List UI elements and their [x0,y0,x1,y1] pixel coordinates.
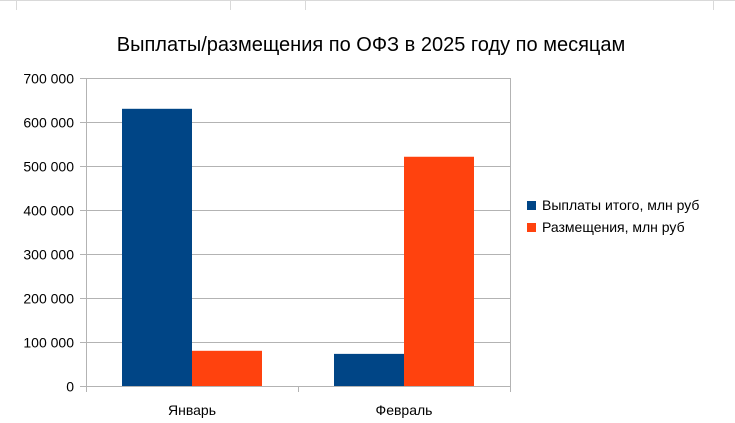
y-tick-labels: 0 100 000 200 000 300 000 400 000 500 000 600 … [23,71,74,395]
x-tick-label: Февраль [376,402,433,418]
sheet-gridline [16,0,17,10]
y-tick-label: 200 000 [23,291,74,307]
bar-payments-2 [334,353,404,386]
legend-swatch [527,222,536,232]
x-tick-label: Январь [168,402,216,418]
y-tick-label: 700 000 [23,71,74,87]
bars [122,108,474,387]
legend: Выплаты итого, млн руб Размещения, млн ру… [527,194,699,238]
y-tick-label: 600 000 [23,115,74,131]
sheet-gridline [230,0,231,10]
y-tick-label: 400 000 [23,203,74,219]
y-tick-label: 0 [66,379,74,395]
legend-label: Выплаты итого, млн руб [542,197,700,213]
legend-label: Размещения, млн руб [542,219,685,235]
legend-swatch [527,200,536,210]
bar-placements-2 [404,156,474,386]
axes [80,78,511,392]
x-tick-labels: Январь Февраль [168,402,432,418]
bar-payments-1 [122,108,192,387]
y-tick-label: 100 000 [23,335,74,351]
legend-item: Выплаты итого, млн руб [527,194,699,216]
sheet-gridline [305,0,306,10]
bar-placements-1 [192,350,262,386]
y-tick-label: 500 000 [23,159,74,175]
sheet-gridline [0,0,735,1]
chart-title: Выплаты/размещения по ОФЗ в 2025 году по… [117,34,625,56]
y-tick-label: 300 000 [23,247,74,263]
sheet-gridline [713,0,714,10]
legend-item: Размещения, млн руб [527,216,699,238]
